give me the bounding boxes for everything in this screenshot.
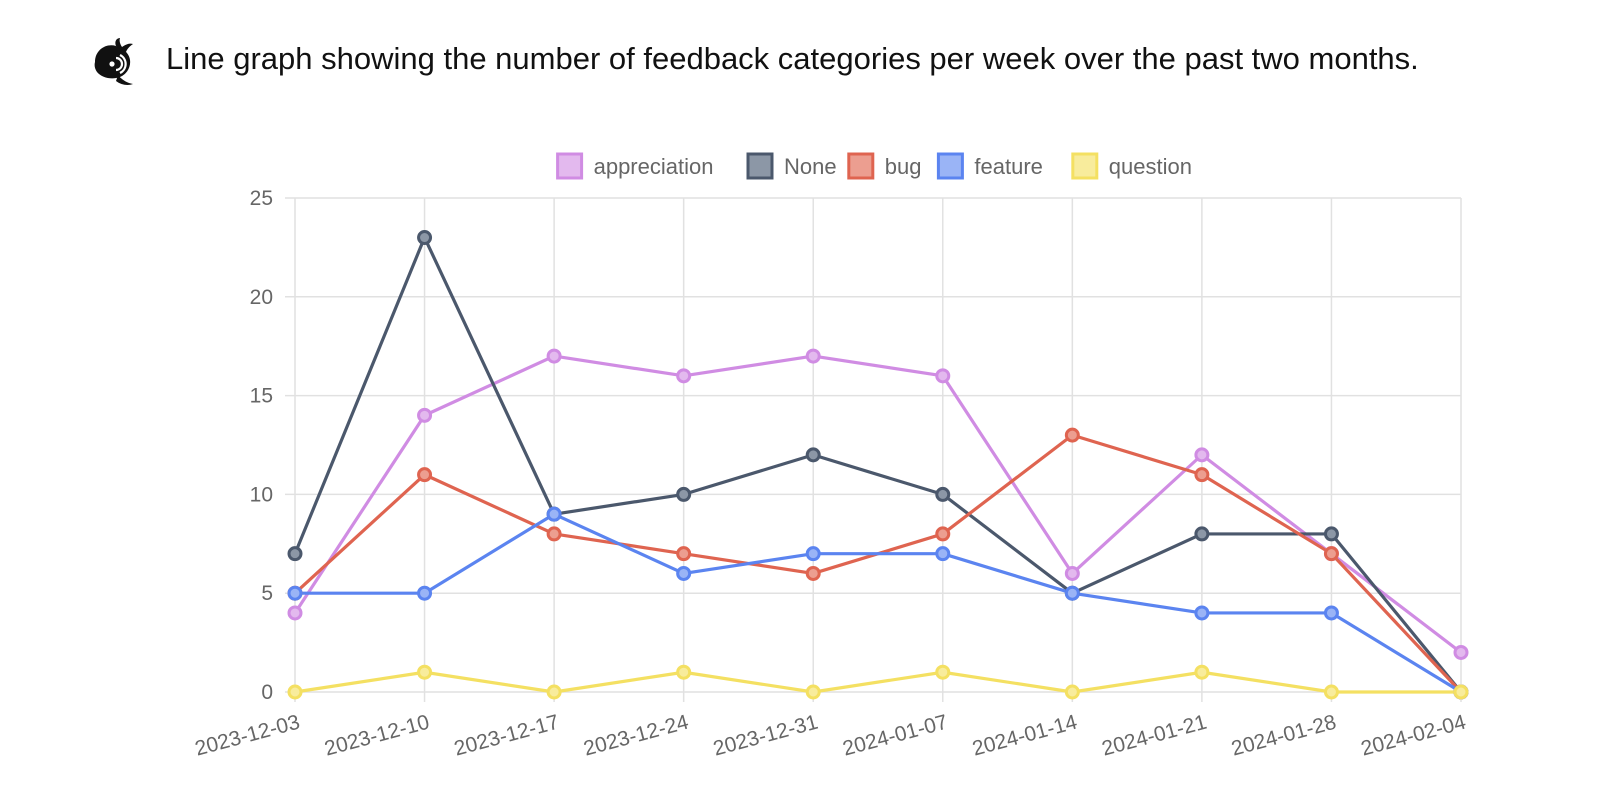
data-point-none bbox=[807, 449, 819, 461]
data-point-appreciation bbox=[1066, 567, 1078, 579]
data-point-appreciation bbox=[289, 607, 301, 619]
series-line-feature bbox=[295, 514, 1461, 692]
legend-swatch-bug bbox=[849, 154, 873, 178]
data-point-bug bbox=[1325, 548, 1337, 560]
data-point-feature bbox=[807, 548, 819, 560]
grid bbox=[285, 198, 1461, 702]
legend-label-appreciation: appreciation bbox=[594, 154, 714, 179]
data-point-appreciation bbox=[678, 370, 690, 382]
data-point-question bbox=[548, 686, 560, 698]
data-point-none bbox=[289, 548, 301, 560]
data-point-bug bbox=[937, 528, 949, 540]
data-point-question bbox=[1455, 686, 1467, 698]
legend-swatch-feature bbox=[938, 154, 962, 178]
legend-swatch-appreciation bbox=[558, 154, 582, 178]
data-point-question bbox=[419, 666, 431, 678]
x-tick-label: 2024-01-28 bbox=[1229, 711, 1339, 761]
series-line-question bbox=[295, 672, 1461, 692]
data-point-feature bbox=[289, 587, 301, 599]
y-tick-label: 10 bbox=[250, 483, 273, 506]
x-axis: 2023-12-03 2023-12-10 2023-12-17 2023-12-24… bbox=[193, 711, 1469, 761]
data-point-feature bbox=[1196, 607, 1208, 619]
x-tick-label: 2024-02-04 bbox=[1359, 711, 1469, 761]
data-point-question bbox=[1325, 686, 1337, 698]
data-point-none bbox=[678, 488, 690, 500]
data-point-appreciation bbox=[1196, 449, 1208, 461]
data-point-feature bbox=[1325, 607, 1337, 619]
data-point-bug bbox=[678, 548, 690, 560]
x-tick-label: 2023-12-03 bbox=[193, 711, 303, 761]
data-point-appreciation bbox=[548, 350, 560, 362]
series bbox=[289, 232, 1467, 698]
x-tick-label: 2023-12-17 bbox=[452, 711, 562, 761]
x-tick-label: 2024-01-21 bbox=[1099, 711, 1209, 761]
y-tick-label: 25 bbox=[250, 187, 273, 210]
legend-label-question: question bbox=[1109, 154, 1192, 179]
data-point-question bbox=[937, 666, 949, 678]
data-point-appreciation bbox=[419, 409, 431, 421]
x-tick-label: 2023-12-24 bbox=[581, 711, 691, 761]
y-tick-label: 20 bbox=[250, 286, 273, 309]
data-point-question bbox=[1066, 686, 1078, 698]
legend-swatch-question bbox=[1073, 154, 1097, 178]
legend-label-feature: feature bbox=[974, 154, 1043, 179]
legend-label-bug: bug bbox=[885, 154, 922, 179]
y-tick-label: 0 bbox=[261, 681, 273, 704]
data-point-question bbox=[678, 666, 690, 678]
x-tick-label: 2024-01-14 bbox=[970, 711, 1080, 761]
series-line-none bbox=[295, 238, 1461, 692]
data-point-feature bbox=[548, 508, 560, 520]
legend: appreciation None bug feature question bbox=[558, 154, 1192, 179]
y-tick-label: 15 bbox=[250, 385, 273, 408]
data-point-none bbox=[1325, 528, 1337, 540]
data-point-none bbox=[1196, 528, 1208, 540]
data-point-appreciation bbox=[807, 350, 819, 362]
legend-swatch-none bbox=[748, 154, 772, 178]
x-tick-label: 2023-12-31 bbox=[711, 711, 821, 761]
legend-label-none: None bbox=[784, 154, 837, 179]
y-axis: 0 5 10 15 20 25 bbox=[250, 187, 273, 704]
data-point-question bbox=[807, 686, 819, 698]
series-line-appreciation bbox=[295, 356, 1461, 652]
data-point-feature bbox=[1066, 587, 1078, 599]
x-tick-label: 2024-01-07 bbox=[840, 711, 950, 761]
data-point-bug bbox=[807, 567, 819, 579]
data-point-feature bbox=[937, 548, 949, 560]
data-point-bug bbox=[1196, 469, 1208, 481]
data-point-bug bbox=[548, 528, 560, 540]
data-point-appreciation bbox=[1455, 646, 1467, 658]
x-tick-label: 2023-12-10 bbox=[322, 711, 432, 761]
data-point-appreciation bbox=[937, 370, 949, 382]
y-tick-label: 5 bbox=[261, 582, 273, 605]
data-point-bug bbox=[419, 469, 431, 481]
data-point-feature bbox=[678, 567, 690, 579]
data-point-feature bbox=[419, 587, 431, 599]
data-point-bug bbox=[1066, 429, 1078, 441]
data-point-question bbox=[289, 686, 301, 698]
data-point-none bbox=[937, 488, 949, 500]
data-point-none bbox=[419, 232, 431, 244]
data-point-question bbox=[1196, 666, 1208, 678]
